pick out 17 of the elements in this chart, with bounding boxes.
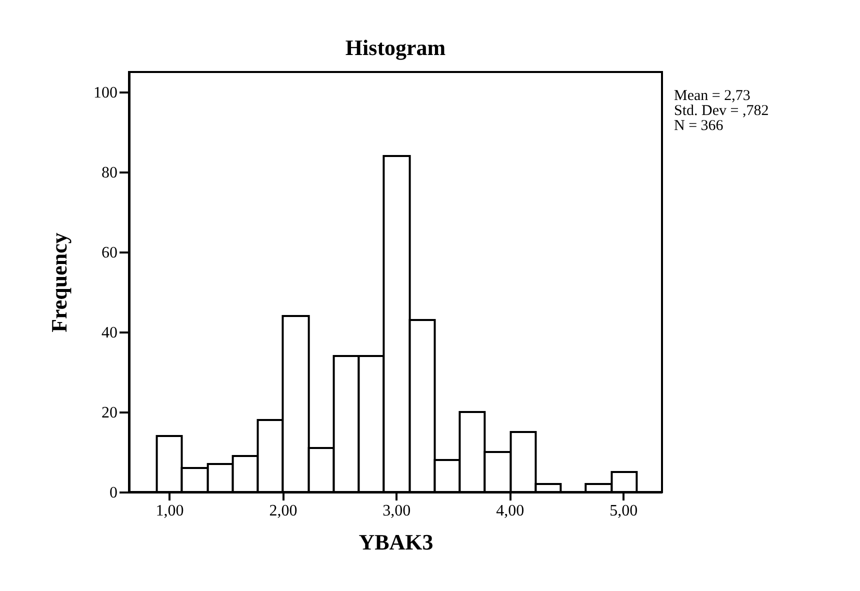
y-tick-label: 20 [102, 404, 118, 422]
chart-title: Histogram [345, 35, 446, 60]
x-tick-label: 3,00 [382, 502, 411, 520]
y-tick-label: 0 [110, 484, 118, 502]
text: Std. Dev = ,782 [674, 103, 769, 119]
x-tick-label: 1,00 [156, 502, 184, 520]
y-tick-label: 40 [102, 324, 118, 342]
text: N = 366 [674, 118, 724, 134]
text: Mean = 2,73 [674, 88, 750, 104]
x-tick-label: 5,00 [610, 502, 638, 520]
y-axis-title: Frequency [46, 232, 72, 332]
x-tick-label: 2,00 [269, 502, 298, 520]
y-tick-label: 80 [102, 164, 118, 182]
y-tick-label: 100 [94, 84, 118, 102]
x-axis-title: YBAK3 [358, 530, 434, 554]
y-tick-label: 60 [102, 244, 118, 262]
x-tick-label: 4,00 [496, 502, 524, 520]
